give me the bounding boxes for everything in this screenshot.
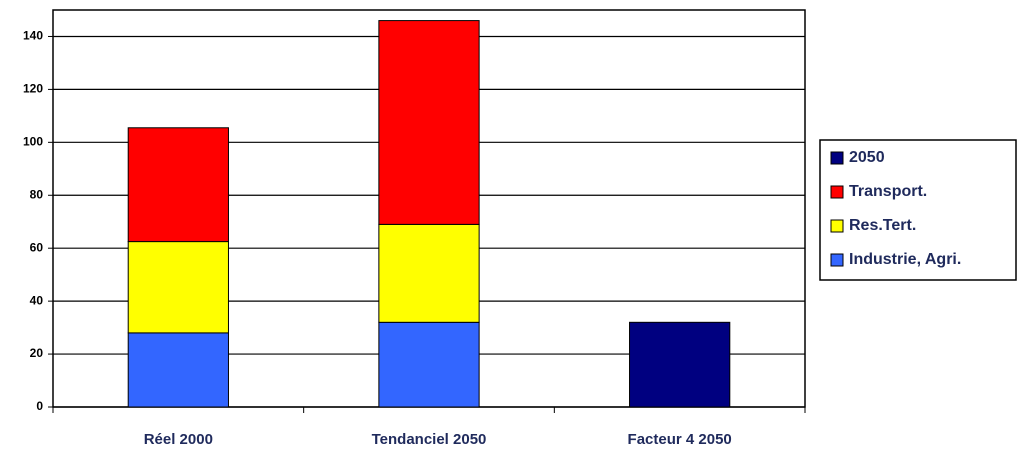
bar-segment bbox=[127, 332, 229, 408]
y-tick-label: 100 bbox=[23, 135, 43, 149]
bar-segment bbox=[378, 20, 480, 225]
bar-segment bbox=[127, 241, 229, 334]
bar-segment bbox=[378, 223, 480, 323]
x-tick-label: Tendanciel 2050 bbox=[372, 431, 487, 448]
x-tick-label: Réel 2000 bbox=[144, 431, 213, 448]
legend-label: Transport. bbox=[849, 183, 927, 200]
y-tick-label: 120 bbox=[23, 82, 43, 96]
x-tick-label: Facteur 4 2050 bbox=[628, 431, 732, 448]
y-tick-label: 20 bbox=[30, 346, 44, 360]
y-tick-label: 40 bbox=[30, 293, 44, 307]
legend-label: 2050 bbox=[849, 149, 885, 166]
legend-box bbox=[819, 139, 1017, 281]
y-tick-label: 140 bbox=[23, 29, 43, 43]
legend-swatch bbox=[830, 185, 844, 199]
bar-segment bbox=[378, 321, 480, 408]
legend-swatch bbox=[830, 151, 844, 165]
legend-swatch bbox=[830, 219, 844, 233]
y-tick-label: 80 bbox=[30, 187, 44, 201]
y-tick-label: 0 bbox=[36, 399, 43, 413]
bar-segment bbox=[127, 127, 229, 243]
legend-swatch bbox=[830, 253, 844, 267]
legend-label: Industrie, Agri. bbox=[849, 251, 961, 268]
y-tick-label: 60 bbox=[30, 240, 44, 254]
bar-segment bbox=[629, 321, 731, 408]
legend-label: Res.Tert. bbox=[849, 217, 916, 234]
